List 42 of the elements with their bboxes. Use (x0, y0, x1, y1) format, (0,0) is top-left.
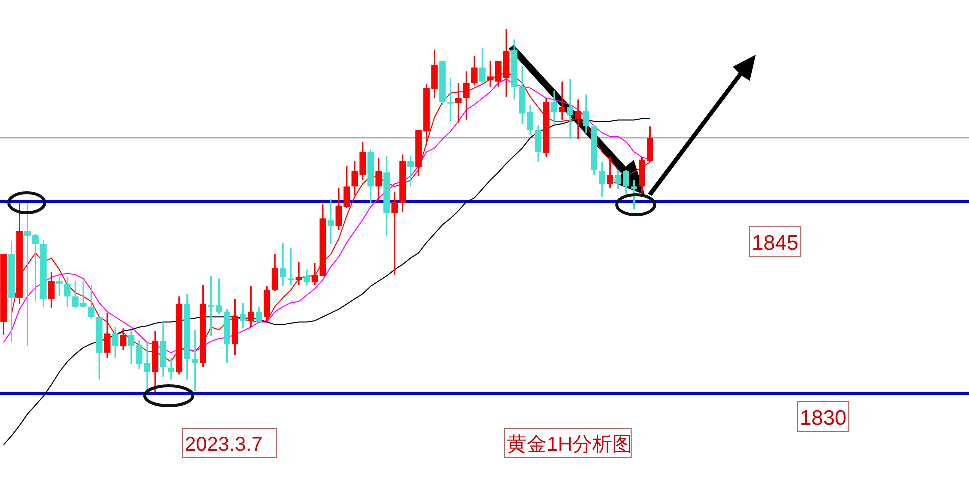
candlestick (88, 284, 95, 320)
candlestick (192, 329, 199, 392)
candlestick (256, 306, 262, 323)
candlestick (312, 262, 318, 286)
candlestick (376, 158, 382, 202)
candlestick (575, 98, 582, 140)
candlestick (56, 275, 63, 298)
candlestick (535, 124, 542, 164)
candlestick (280, 242, 286, 288)
candlestick (240, 302, 246, 330)
candlestick (631, 180, 638, 210)
candlestick (328, 198, 334, 245)
candlestick (408, 155, 414, 188)
candlestick (112, 326, 119, 359)
candlestick (479, 48, 486, 84)
candlestick (551, 90, 558, 125)
candlestick (455, 82, 462, 124)
candlestick (527, 104, 534, 136)
candlestick (304, 269, 310, 286)
annotation: 黄金1H分析图 (507, 434, 633, 456)
candlestick (296, 261, 302, 286)
candlestick (120, 328, 127, 352)
candlestick (272, 254, 278, 292)
candlestick (48, 272, 55, 309)
candlestick (64, 276, 71, 308)
candlestick (599, 162, 606, 198)
ref-line-label: 1845 (752, 232, 799, 256)
candlestick (168, 357, 175, 381)
candlestick (559, 81, 566, 121)
candlestick (336, 187, 342, 231)
candlestick (248, 286, 254, 328)
candlestick (104, 312, 111, 359)
candlestick (344, 165, 350, 210)
candlestick (128, 329, 135, 366)
candlestick (607, 156, 614, 189)
candlestick (288, 247, 294, 286)
candlestick (583, 94, 590, 134)
candlestick (471, 56, 478, 86)
candlestick (567, 78, 574, 140)
candlestick (448, 77, 454, 122)
annotation: 2023.3.7 (185, 434, 263, 456)
ref-line-label: 1830 (800, 406, 847, 430)
